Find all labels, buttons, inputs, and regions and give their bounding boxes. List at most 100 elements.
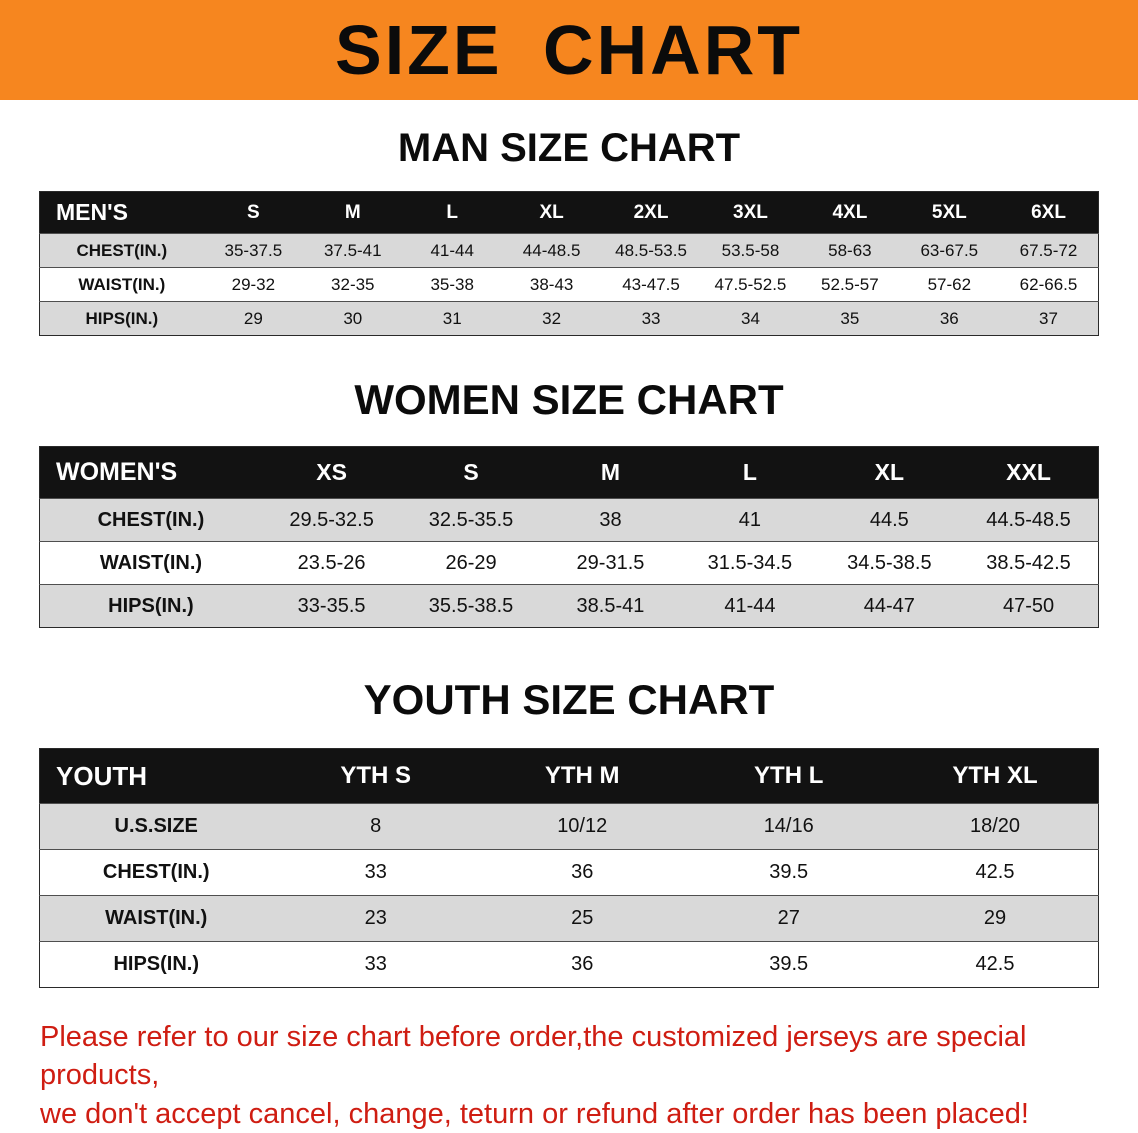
size-value-cell: 43-47.5 <box>622 274 680 294</box>
size-value-cell: 52.5-57 <box>821 274 879 294</box>
disclaimer: Please refer to our size chart before or… <box>40 1018 1118 1133</box>
size-value-cell: 62-66.5 <box>1019 274 1078 294</box>
size-column-header: XL <box>501 191 602 234</box>
size-value-cell: 67.5-72 <box>1019 240 1078 260</box>
youth-section-heading: YOUTH SIZE CHART <box>363 676 775 723</box>
table-row: WAIST(IN.) 23 25 27 29 <box>39 895 1099 942</box>
table-row: CHEST(IN.) 33 36 39.5 42.5 <box>39 849 1099 896</box>
size-value-cell: 31.5-34.5 <box>707 551 793 574</box>
size-value-cell: 29.5-32.5 <box>289 508 374 531</box>
size-value-cell: 38.5-41 <box>576 594 645 617</box>
table-row: CHEST(IN.) 29.5-32.5 32.5-35.5 38 41 44.5 44.5… <box>39 498 1099 542</box>
youth-size-section: YOUTH SIZE CHART YOUTH YTH S YTH M YTH L YTH… <box>0 628 1138 988</box>
table-row: U.S.SIZE 8 10/12 14/16 18/20 <box>39 803 1099 850</box>
size-column-header: 2XL <box>601 191 701 234</box>
size-value-cell: 63-67.5 <box>920 240 979 260</box>
size-value-cell: 33-35.5 <box>297 594 366 617</box>
size-value-cell: 27 <box>777 907 800 929</box>
row-label: CHEST(IN.) <box>97 508 205 531</box>
size-value-cell: 58-63 <box>828 240 872 260</box>
size-value-cell: 23.5-26 <box>297 551 366 574</box>
size-value-cell: 23 <box>364 907 387 929</box>
banner: SIZE CHART <box>0 0 1138 100</box>
size-value-cell: 37 <box>1039 308 1058 328</box>
size-value-cell: 35 <box>840 308 860 328</box>
size-value-cell: 42.5 <box>975 861 1015 883</box>
size-value-cell: 32-35 <box>331 274 375 294</box>
size-column-header: L <box>680 446 820 499</box>
women-section-heading: WOMEN SIZE CHART <box>354 376 784 423</box>
size-value-cell: 36 <box>939 308 959 328</box>
size-column-header: 3XL <box>700 191 801 234</box>
size-value-cell: 44-48.5 <box>522 240 581 260</box>
size-column-header: XS <box>261 446 402 499</box>
size-value-cell: 30 <box>343 308 363 328</box>
size-column-header: L <box>402 191 502 234</box>
size-value-cell: 31 <box>442 308 462 328</box>
row-label: WAIST(IN.) <box>78 274 166 294</box>
row-label: HIPS(IN.) <box>108 594 194 617</box>
size-value-cell: 36 <box>571 861 594 883</box>
size-column-header: S <box>401 446 541 499</box>
men-size-table: MEN'S S M L XL 2XL 3XL 4XL 5XL 6XL CHEST(IN.) 35-37… <box>39 191 1099 336</box>
size-value-cell: 47.5-52.5 <box>714 274 787 294</box>
size-value-cell: 38-43 <box>529 274 574 294</box>
table-row: WAIST(IN.) 29-32 32-35 35-38 38-43 43-47.5 47.… <box>39 267 1099 302</box>
size-value-cell: 44.5 <box>869 508 909 531</box>
table-row: CHEST(IN.) 35-37.5 37.5-41 41-44 44-48.5 48.5… <box>39 233 1099 268</box>
size-value-cell: 39.5 <box>769 861 809 883</box>
size-column-header: XL <box>819 446 960 499</box>
size-value-cell: 33 <box>641 308 661 328</box>
size-column-header: 5XL <box>899 191 1000 234</box>
size-value-cell: 35-37.5 <box>224 240 283 260</box>
size-value-cell: 37.5-41 <box>323 240 382 260</box>
size-value-cell: 25 <box>571 907 594 929</box>
table-header-row: WOMEN'S XS S M L XL XXL <box>39 446 1099 499</box>
size-value-cell: 35-38 <box>430 274 474 294</box>
youth-size-table: YOUTH YTH S YTH M YTH L YTH XL U.S.SIZE 8 10/12… <box>39 748 1099 988</box>
size-value-cell: 29-32 <box>231 274 276 294</box>
size-value-cell: 33 <box>364 953 387 975</box>
table-corner-label: MEN'S <box>39 191 204 234</box>
size-value-cell: 18/20 <box>969 815 1021 837</box>
men-size-section: MAN SIZE CHART MEN'S S M L XL 2XL 3XL 4XL 5XL 6XL… <box>0 100 1138 336</box>
size-value-cell: 32.5-35.5 <box>428 508 514 531</box>
size-value-cell: 44-47 <box>863 594 915 617</box>
size-value-cell: 29-31.5 <box>576 551 645 574</box>
table-corner-label: YOUTH <box>39 748 273 804</box>
women-size-table: WOMEN'S XS S M L XL XXL CHEST(IN.) 29.5-32.5 32.5… <box>39 446 1099 628</box>
size-value-cell: 53.5-58 <box>721 240 780 260</box>
size-value-cell: 47-50 <box>1002 594 1055 617</box>
men-section-heading: MAN SIZE CHART <box>397 126 741 170</box>
size-value-cell: 44.5-48.5 <box>986 508 1071 531</box>
size-value-cell: 42.5 <box>975 953 1015 975</box>
table-header-row: MEN'S S M L XL 2XL 3XL 4XL 5XL 6XL <box>39 191 1099 234</box>
size-value-cell: 29 <box>243 308 263 328</box>
size-column-header: 4XL <box>800 191 900 234</box>
page-title: SIZE CHART <box>335 11 803 89</box>
table-corner-label: WOMEN'S <box>39 446 262 499</box>
size-value-cell: 33 <box>364 861 387 883</box>
size-value-cell: 41 <box>738 508 762 531</box>
size-column-header: M <box>540 446 681 499</box>
size-value-cell: 38.5-42.5 <box>986 551 1071 574</box>
size-column-header: XXL <box>959 446 1099 499</box>
size-column-header: S <box>203 191 304 234</box>
size-column-header: 6XL <box>999 191 1099 234</box>
size-value-cell: 26-29 <box>445 551 497 574</box>
size-value-cell: 48.5-53.5 <box>615 240 687 260</box>
size-column-header: YTH S <box>272 748 479 804</box>
size-value-cell: 39.5 <box>769 953 809 975</box>
women-size-section: WOMEN SIZE CHART WOMEN'S XS S M L XL XXL CHEST(… <box>0 336 1138 628</box>
size-value-cell: 8 <box>370 815 382 837</box>
size-value-cell: 38 <box>599 508 622 531</box>
row-label: HIPS(IN.) <box>85 308 159 328</box>
size-column-header: YTH M <box>478 748 686 804</box>
table-header-row: YOUTH YTH S YTH M YTH L YTH XL <box>39 748 1099 804</box>
table-row: HIPS(IN.) 29 30 31 32 33 34 35 36 37 <box>39 301 1099 336</box>
size-value-cell: 41-44 <box>430 240 474 260</box>
disclaimer-line-1: Please refer to our size chart before or… <box>40 1021 1027 1092</box>
table-row: HIPS(IN.) 33-35.5 35.5-38.5 38.5-41 41-44 44-… <box>39 584 1099 628</box>
table-row: WAIST(IN.) 23.5-26 26-29 29-31.5 31.5-34.5 34… <box>39 541 1099 585</box>
